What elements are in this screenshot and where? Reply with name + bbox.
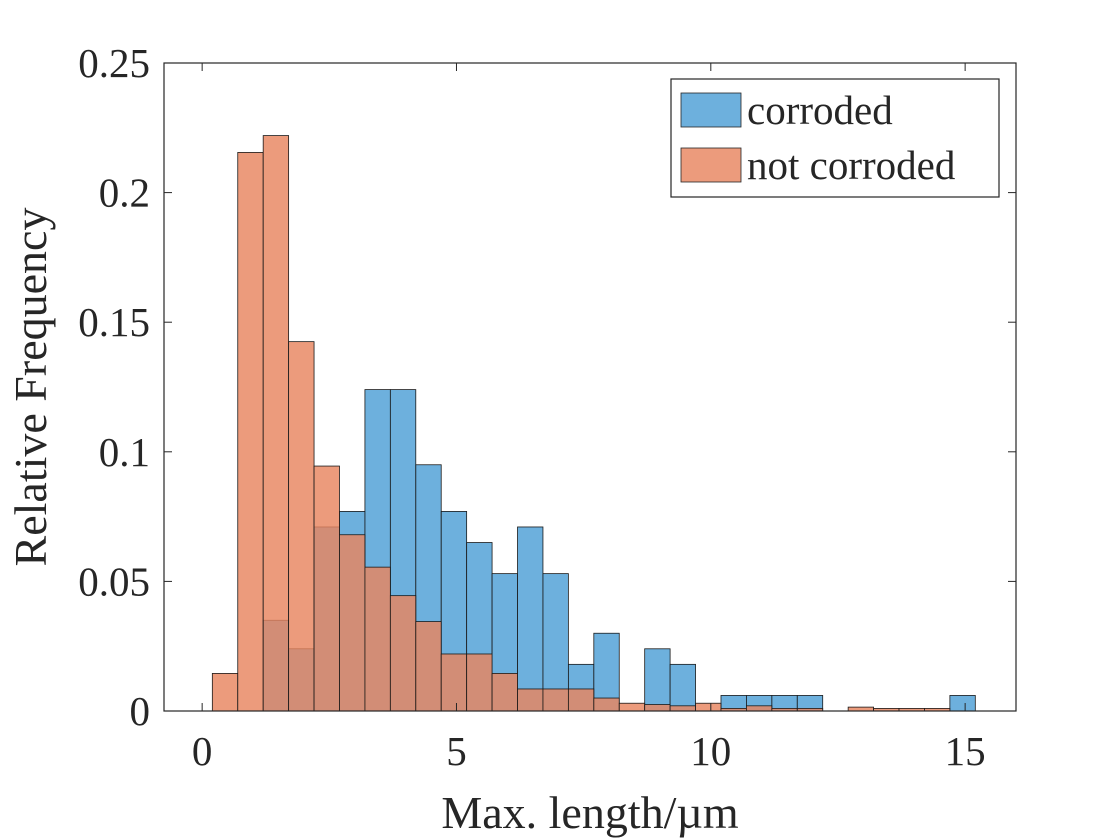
bar-not-corroded-21	[746, 705, 773, 712]
bar-not-corroded-7	[389, 595, 417, 712]
bars-group	[211, 135, 976, 712]
bar-not-corroded-9	[440, 653, 468, 712]
bar-not-corroded-12	[517, 688, 544, 712]
bar-not-corroded-0	[211, 673, 239, 712]
bar-not-corroded-4	[313, 465, 340, 712]
bar-corroded-29	[949, 695, 976, 712]
bar-not-corroded-3	[288, 341, 315, 712]
bar-not-corroded-17	[644, 704, 671, 712]
x-tick-label: 15	[945, 728, 986, 774]
y-tick-label: 0.05	[78, 558, 150, 604]
y-tick-label: 0.1	[99, 429, 150, 475]
legend-label-not-corroded: not corroded	[747, 142, 955, 188]
bar-not-corroded-8	[415, 621, 442, 712]
bar-corroded-17	[644, 648, 671, 712]
axis-ticks: 0 5 10 15 0 0.05 0.1 0.15 0.2 0.25	[78, 40, 1016, 774]
y-tick-label: 0	[130, 688, 151, 734]
bar-not-corroded-13	[542, 688, 569, 712]
legend-label-corroded: corroded	[747, 87, 893, 133]
bar-not-corroded-11	[491, 673, 518, 712]
bar-not-corroded-19	[695, 702, 722, 712]
plot-box	[163, 62, 1017, 712]
bar-not-corroded-14	[567, 688, 595, 712]
bar-not-corroded-2	[262, 135, 290, 712]
bar-corroded-18	[669, 663, 696, 712]
y-axis-label: Relative Frequency	[5, 208, 56, 567]
x-axis-label: Max. length/µm	[441, 787, 739, 838]
bar-not-corroded-6	[364, 566, 391, 712]
bar-corroded-13	[542, 573, 569, 712]
x-tick-label: 10	[690, 728, 731, 774]
bar-not-corroded-1	[237, 152, 264, 712]
x-tick-label: 5	[446, 728, 467, 774]
legend-swatch-not-corroded	[680, 147, 742, 183]
legend: corroded not corroded	[670, 78, 1000, 198]
bar-not-corroded-10	[466, 653, 493, 712]
bar-not-corroded-5	[339, 534, 366, 712]
x-tick-label: 0	[192, 728, 213, 774]
bar-not-corroded-16	[618, 702, 646, 712]
y-tick-label: 0.2	[99, 170, 150, 216]
bar-not-corroded-15	[593, 697, 620, 712]
bar-not-corroded-18	[669, 705, 696, 712]
legend-swatch-corroded	[680, 92, 742, 128]
y-tick-label: 0.25	[78, 40, 150, 86]
y-tick-label: 0.15	[78, 299, 150, 345]
bar-corroded-12	[517, 526, 544, 712]
